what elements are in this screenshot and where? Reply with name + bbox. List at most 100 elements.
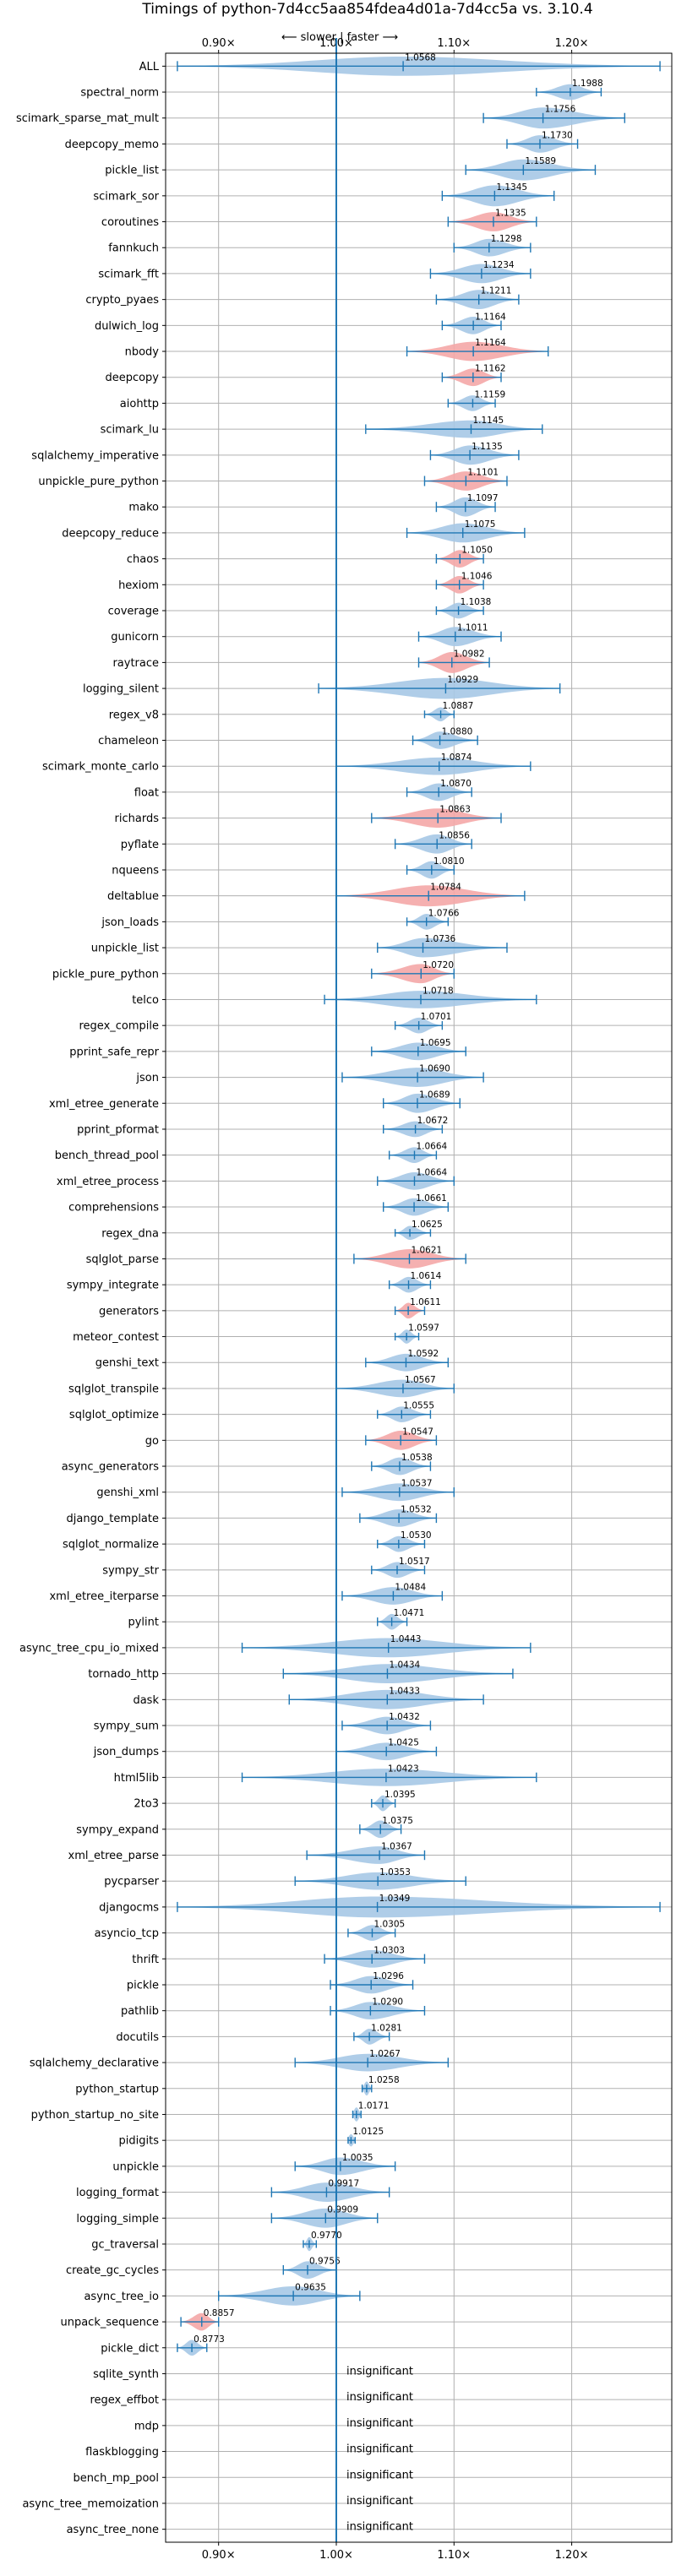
chart-title: Timings of python-7d4cc5aa854fdea4d01a-7… bbox=[141, 1, 592, 18]
y-tick-label: pathlib bbox=[121, 2005, 159, 2018]
y-tick-label: 2to3 bbox=[134, 1798, 159, 1811]
x-tick-label-top: 0.90× bbox=[202, 37, 236, 50]
y-tick-label: spectral_norm bbox=[80, 87, 159, 100]
y-tick-label: sympy_expand bbox=[76, 1823, 159, 1836]
y-tick-label: asyncio_tcp bbox=[95, 1927, 159, 1940]
y-tick-label: go bbox=[145, 1435, 159, 1448]
y-tick-label: async_tree_io bbox=[84, 2291, 159, 2303]
y-tick-label: logging_silent bbox=[83, 683, 159, 696]
data-label: 1.0517 bbox=[399, 1557, 430, 1567]
y-tick-label: richards bbox=[115, 812, 160, 825]
y-tick-label: xml_etree_process bbox=[57, 1176, 159, 1188]
y-tick-label: unpickle_pure_python bbox=[38, 476, 159, 488]
data-label: 0.8857 bbox=[204, 2308, 235, 2318]
data-label: 1.0171 bbox=[358, 2100, 390, 2111]
y-tick-label: genshi_xml bbox=[96, 1486, 159, 1499]
data-label: 0.8773 bbox=[194, 2334, 225, 2345]
data-label: 1.0353 bbox=[379, 1867, 411, 1878]
data-label: 1.0614 bbox=[411, 1271, 442, 1281]
y-tick-label: scimark_fft bbox=[98, 268, 159, 280]
y-tick-label: coverage bbox=[108, 606, 159, 618]
data-label: 1.0863 bbox=[439, 805, 471, 815]
data-label: 1.0736 bbox=[425, 934, 456, 944]
data-label: 1.1050 bbox=[461, 546, 493, 556]
insignificant-label: insignificant bbox=[346, 2365, 413, 2378]
y-tick-label: sqlalchemy_declarative bbox=[30, 2057, 159, 2070]
y-tick-label: mako bbox=[128, 502, 159, 514]
y-tick-label: dulwich_log bbox=[95, 320, 159, 333]
y-tick-label: crypto_pyaes bbox=[85, 294, 159, 307]
data-label: 1.0784 bbox=[430, 883, 461, 893]
data-label: 1.1101 bbox=[467, 468, 499, 478]
y-tick-label: regex_compile bbox=[79, 1020, 159, 1033]
y-tick-label: nqueens bbox=[112, 864, 159, 877]
insignificant-label: insignificant bbox=[346, 2495, 413, 2508]
y-tick-label: sqlglot_optimize bbox=[69, 1409, 159, 1421]
y-tick-label: genshi_text bbox=[95, 1357, 159, 1370]
y-tick-label: create_gc_cycles bbox=[66, 2264, 159, 2277]
y-tick-label: gunicorn bbox=[111, 631, 159, 644]
x-tick-label-bottom: 0.90× bbox=[202, 2549, 236, 2562]
data-label: 1.0530 bbox=[401, 1530, 432, 1541]
data-label: 1.0367 bbox=[381, 1842, 412, 1852]
data-label: 1.1159 bbox=[474, 389, 505, 399]
y-tick-label: gc_traversal bbox=[91, 2238, 159, 2251]
y-tick-label: django_template bbox=[67, 1513, 159, 1525]
data-label: 1.0597 bbox=[408, 1323, 439, 1334]
y-tick-label: deepcopy_memo bbox=[65, 139, 159, 151]
data-label: 1.1135 bbox=[472, 442, 503, 452]
y-tick-label: xml_etree_iterparse bbox=[49, 1590, 159, 1603]
data-label: 1.1335 bbox=[495, 209, 526, 219]
y-tick-label: pidigits bbox=[119, 2135, 160, 2148]
y-tick-label: logging_format bbox=[76, 2187, 159, 2199]
y-tick-label: pycparser bbox=[104, 1876, 159, 1889]
x-tick-label-top: 1.20× bbox=[555, 37, 589, 50]
data-label: 1.0532 bbox=[401, 1504, 432, 1514]
y-tick-label: json_loads bbox=[101, 916, 159, 929]
data-label: 1.0375 bbox=[382, 1816, 413, 1826]
violin-layer bbox=[177, 56, 661, 2356]
y-tick-label: dask bbox=[133, 1694, 159, 1707]
data-label: 1.0856 bbox=[439, 830, 470, 840]
y-tick-label: json_dumps bbox=[93, 1746, 159, 1758]
data-label: 1.0870 bbox=[440, 779, 472, 789]
data-label: 1.0125 bbox=[352, 2127, 384, 2137]
y-tick-label: regex_effbot bbox=[90, 2394, 159, 2407]
y-tick-label: hexiom bbox=[118, 579, 159, 592]
y-tick-label: sqlalchemy_imperative bbox=[31, 449, 159, 462]
data-label: 1.0874 bbox=[441, 753, 472, 763]
data-label: 1.0718 bbox=[422, 986, 454, 996]
data-label: 1.1038 bbox=[461, 597, 492, 607]
y-tick-label: flaskblogging bbox=[85, 2446, 159, 2459]
data-label: 1.0887 bbox=[443, 701, 474, 711]
data-label: 1.0267 bbox=[369, 2049, 401, 2059]
y-tick-label: sympy_integrate bbox=[67, 1280, 159, 1292]
data-label: 1.0443 bbox=[390, 1634, 422, 1644]
data-label: 1.0258 bbox=[368, 2075, 400, 2085]
data-label: 1.0982 bbox=[454, 649, 485, 659]
insignificant-label: insignificant bbox=[346, 2443, 413, 2456]
data-label: 1.0592 bbox=[407, 1349, 439, 1359]
y-tick-label: deepcopy bbox=[105, 372, 159, 384]
y-tick-label: thrift bbox=[132, 1954, 159, 1966]
y-tick-label: sqlite_synth bbox=[93, 2368, 159, 2381]
data-label: 1.1011 bbox=[457, 623, 488, 633]
y-tick-label: regex_v8 bbox=[109, 709, 159, 721]
data-label: 1.0281 bbox=[371, 2023, 402, 2033]
data-label: 1.0664 bbox=[416, 1167, 447, 1177]
y-tick-label: generators bbox=[99, 1305, 159, 1318]
data-label: 1.0290 bbox=[372, 1997, 403, 2008]
y-tick-label: bench_mp_pool bbox=[73, 2472, 159, 2485]
data-label: 1.0537 bbox=[401, 1479, 433, 1489]
y-tick-label: unpickle_list bbox=[91, 943, 159, 955]
data-label: 1.0433 bbox=[389, 1686, 420, 1696]
y-tick-label: mdp bbox=[134, 2420, 159, 2432]
data-label: 1.0695 bbox=[420, 1038, 451, 1048]
y-tick-label: aiohttp bbox=[120, 398, 159, 410]
data-label: 1.0305 bbox=[373, 1920, 405, 1930]
data-label: 1.1211 bbox=[481, 286, 512, 296]
y-tick-label: sqlglot_transpile bbox=[68, 1383, 159, 1395]
data-label: 0.9917 bbox=[328, 2179, 359, 2189]
data-label: 1.1589 bbox=[525, 156, 556, 166]
data-label: 1.0880 bbox=[442, 726, 473, 736]
